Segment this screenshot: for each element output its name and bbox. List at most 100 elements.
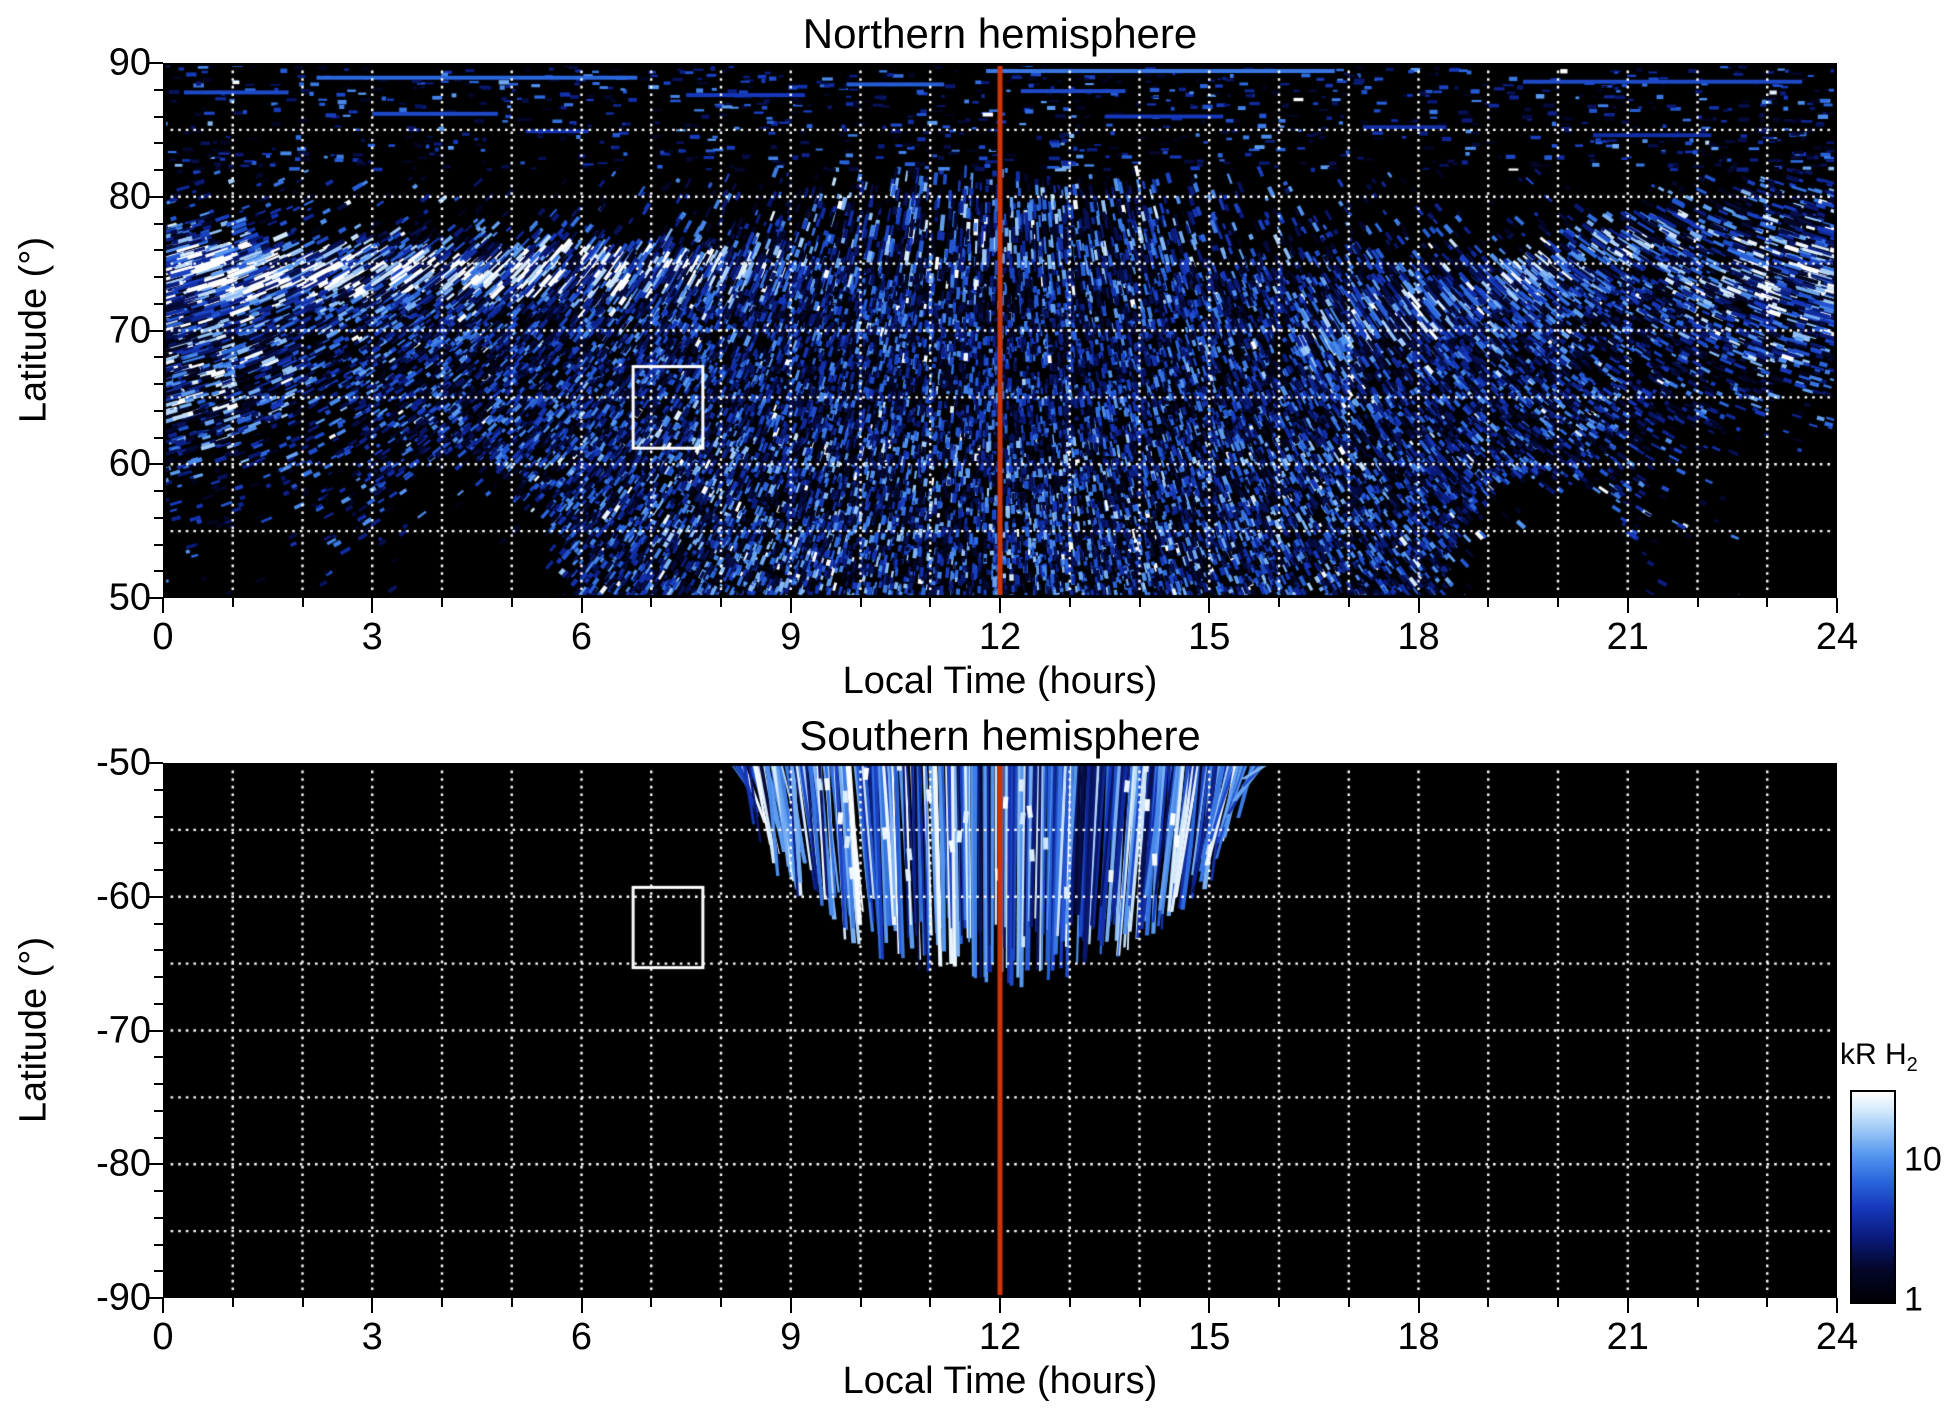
south-y-tick <box>147 762 163 764</box>
north-x-tick-label: 3 <box>361 616 383 658</box>
north-x-tick <box>1766 598 1769 607</box>
south-x-tick <box>1766 1298 1769 1307</box>
south-x-tick <box>301 1298 304 1307</box>
south-panel-title: Southern hemisphere <box>799 712 1201 759</box>
south-x-tick <box>1138 1298 1141 1307</box>
colorbar-gradient <box>1850 1090 1896 1304</box>
colorbar-title-subscript: 2 <box>1906 1054 1918 1076</box>
south-y-tick <box>154 922 163 925</box>
north-y-tick <box>154 222 163 225</box>
south-x-tick-label: 3 <box>361 1316 383 1358</box>
north-x-tick <box>441 598 443 607</box>
north-x-tick <box>1278 598 1280 607</box>
north-y-tick <box>154 383 163 385</box>
north-x-tick-label: 9 <box>780 616 802 658</box>
north-x-tick <box>1347 598 1350 607</box>
south-x-tick-label: 6 <box>570 1316 593 1358</box>
north-y-tick <box>154 436 163 439</box>
north-y-tick-label: 90 <box>108 41 151 84</box>
south-y-tick <box>154 1083 163 1085</box>
south-x-tick <box>929 1298 932 1307</box>
south-x-tick <box>231 1298 234 1307</box>
south-y-tick <box>154 1216 163 1219</box>
north-y-tick <box>154 409 163 412</box>
north-x-tick <box>1696 598 1699 607</box>
north-x-tick <box>1068 598 1071 607</box>
south-y-tick <box>147 1163 163 1166</box>
north-x-tick <box>720 598 722 607</box>
south-x-tick <box>999 1298 1001 1313</box>
north-x-tick <box>1626 598 1629 613</box>
north-x-tick <box>859 598 862 607</box>
colorbar-title: kR H2 <box>1840 1038 1918 1077</box>
north-y-tick <box>154 543 163 546</box>
south-y-tick <box>154 788 163 791</box>
south-y-tick <box>154 976 163 978</box>
north-x-tick <box>999 598 1001 613</box>
north-y-tick <box>147 62 163 64</box>
south-y-tick <box>154 1109 163 1112</box>
south-y-tick <box>154 1056 163 1059</box>
north-x-tick <box>301 598 304 607</box>
north-y-tick <box>154 302 163 305</box>
south-y-tick <box>147 1029 163 1032</box>
north-x-tick <box>1487 598 1490 607</box>
north-y-tick <box>147 463 163 466</box>
south-heatmap-canvas <box>163 763 1837 1298</box>
north-y-tick <box>154 169 163 171</box>
north-y-tick-label: 80 <box>108 175 151 218</box>
north-y-tick-label: 70 <box>108 309 151 351</box>
south-x-tick <box>1417 1298 1420 1313</box>
south-y-tick-label: -60 <box>96 875 151 918</box>
south-x-tick <box>1278 1298 1280 1307</box>
south-x-tick-label: 24 <box>1815 1316 1859 1358</box>
south-x-tick <box>441 1298 443 1307</box>
south-xaxis-label: Local Time (hours) <box>842 1360 1158 1402</box>
south-y-tick <box>154 1136 163 1139</box>
south-x-tick <box>859 1298 862 1307</box>
north-x-tick <box>1417 598 1420 613</box>
north-y-tick <box>154 516 163 519</box>
south-x-tick <box>1557 1298 1559 1307</box>
south-x-tick <box>371 1298 374 1313</box>
south-y-tick <box>154 1190 163 1192</box>
north-x-tick <box>1836 598 1838 613</box>
north-heatmap-canvas <box>163 63 1837 598</box>
south-y-tick-label: -80 <box>96 1142 151 1185</box>
south-x-tick <box>162 1298 164 1313</box>
north-x-tick <box>231 598 234 607</box>
south-x-tick <box>510 1298 513 1307</box>
south-y-tick <box>154 1243 163 1246</box>
north-x-tick <box>650 598 653 607</box>
south-x-tick <box>1068 1298 1071 1307</box>
north-y-tick <box>154 115 163 118</box>
north-y-tick <box>154 570 163 573</box>
north-x-tick <box>510 598 513 607</box>
south-y-tick-label: -50 <box>96 741 151 784</box>
south-x-tick-label: 18 <box>1397 1316 1440 1358</box>
north-y-tick <box>154 142 163 145</box>
north-y-tick-label: 50 <box>108 576 151 619</box>
south-y-tick <box>154 869 163 871</box>
colorbar-tick-label: 10 <box>1904 1140 1942 1179</box>
south-x-tick <box>1696 1298 1699 1307</box>
north-y-tick <box>154 88 163 91</box>
north-x-tick <box>1208 598 1211 613</box>
north-x-tick-label: 12 <box>978 616 1022 658</box>
north-x-tick <box>789 598 792 613</box>
north-x-tick-label: 21 <box>1606 616 1649 658</box>
south-y-tick <box>154 1270 163 1273</box>
south-x-tick-label: 9 <box>780 1316 802 1358</box>
north-x-tick <box>929 598 932 607</box>
north-x-tick <box>1557 598 1559 607</box>
south-x-tick <box>650 1298 653 1307</box>
south-x-tick <box>1487 1298 1490 1307</box>
north-y-tick <box>147 597 163 599</box>
south-y-tick <box>147 1297 163 1299</box>
north-y-tick <box>147 329 163 332</box>
south-y-tick <box>154 842 163 845</box>
north-y-tick <box>154 356 163 359</box>
south-y-tick <box>154 949 163 952</box>
north-x-tick-label: 18 <box>1397 616 1440 658</box>
